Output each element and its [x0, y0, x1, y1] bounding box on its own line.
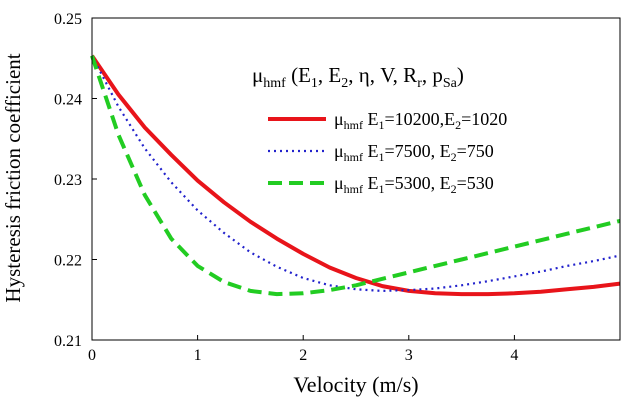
- y-tick-label: 0.24: [54, 92, 82, 109]
- x-axis-label: Velocity (m/s): [293, 372, 418, 397]
- legend-label-2: μhmf E1=7500, E2=750: [334, 141, 494, 164]
- x-tick-label: 3: [405, 347, 413, 364]
- series-line-3: [90, 55, 621, 297]
- ticks-layer: 0 1 2 3 4 0.21 0.22 0.23 0.24 0.25: [54, 11, 518, 364]
- series-line-2: [91, 55, 621, 292]
- y-tick-label: 0.25: [54, 11, 82, 28]
- legend-entries: μhmf E1=10200,E2=1020 μhmf E1=7500, E2=75…: [268, 109, 507, 196]
- series-line-1: [90, 54, 621, 297]
- legend: μhmf (E1, E2, η, V, Rr, pSa) μhmf E1=102…: [252, 63, 507, 196]
- x-tick-label: 2: [299, 347, 307, 364]
- series-layer: [90, 54, 621, 297]
- legend-header: μhmf (E1, E2, η, V, Rr, pSa): [252, 63, 464, 91]
- x-tick-label: 0: [88, 347, 96, 364]
- x-tick-label: 1: [194, 347, 202, 364]
- y-tick-label: 0.21: [54, 333, 82, 350]
- y-axis-label: Hysteresis friction coefficient: [1, 53, 25, 302]
- y-tick-label: 0.22: [54, 253, 82, 270]
- x-tick-label: 4: [510, 347, 518, 364]
- legend-label-3: μhmf E1=5300, E2=530: [334, 173, 494, 196]
- y-tick-label: 0.23: [54, 172, 82, 189]
- legend-label-1: μhmf E1=10200,E2=1020: [334, 109, 507, 132]
